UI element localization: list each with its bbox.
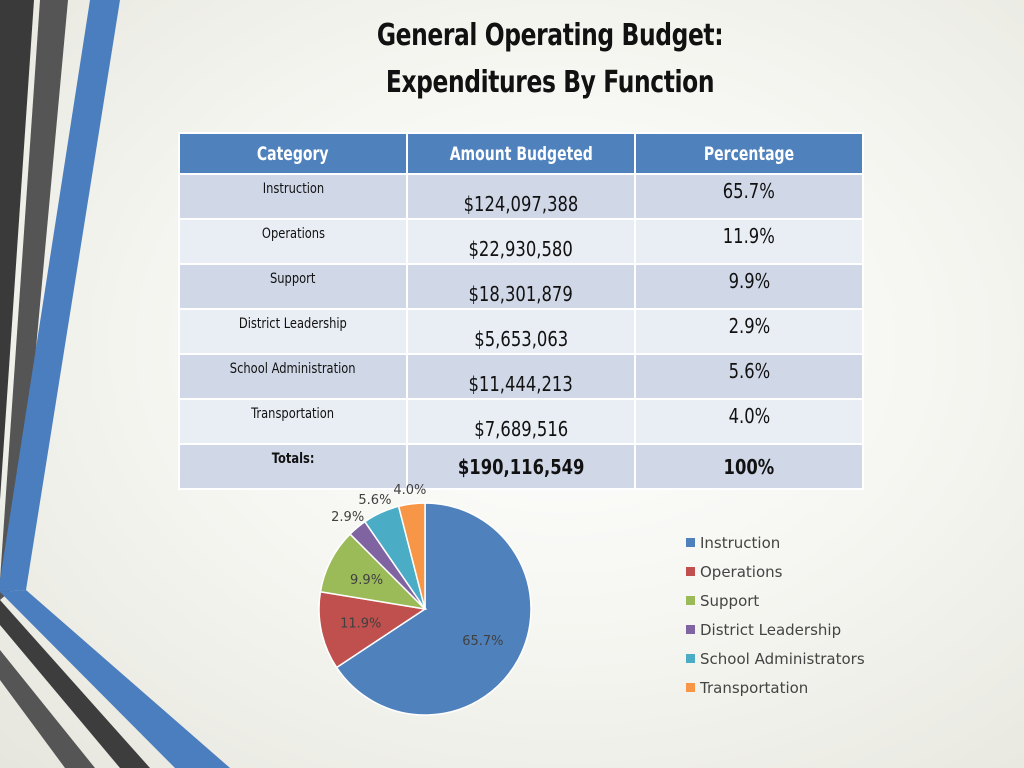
legend-item: Support (686, 586, 865, 615)
row-percentage: 5.6% (728, 359, 770, 383)
header-percentage: Percentage (634, 132, 864, 175)
chart-legend: Instruction Operations Support District … (686, 528, 865, 702)
legend-item: District Leadership (686, 615, 865, 644)
pie-data-label: 9.9% (350, 573, 383, 588)
legend-item: Operations (686, 557, 865, 586)
totals-amount: $190,116,549 (457, 454, 585, 479)
row-percentage: 11.9% (722, 224, 776, 248)
row-percentage: 2.9% (728, 314, 770, 338)
row-percentage: 9.9% (728, 269, 770, 293)
table-header-row: Category Amount Budgeted Percentage (178, 132, 864, 175)
row-category: Instruction (262, 181, 324, 197)
row-percentage: 65.7% (722, 179, 776, 203)
legend-swatch (686, 538, 695, 547)
table-row: Transportation $7,689,516 4.0% (178, 398, 864, 445)
legend-swatch (686, 625, 695, 634)
row-category: Support (270, 271, 316, 287)
pie-data-label: 11.9% (340, 617, 381, 632)
legend-swatch (686, 654, 695, 663)
pie-slice (318, 590, 428, 669)
row-amount: $5,653,063 (474, 327, 568, 351)
row-category: Operations (261, 226, 325, 242)
legend-label: Support (700, 591, 760, 610)
row-amount: $22,930,580 (468, 237, 574, 261)
legend-swatch (686, 596, 695, 605)
legend-swatch (686, 567, 695, 576)
legend-item: Instruction (686, 528, 865, 557)
pie-data-label: 65.7% (462, 634, 503, 649)
table-row: Instruction $124,097,388 65.7% (178, 173, 864, 220)
totals-percentage: 100% (723, 454, 775, 479)
budget-table: Category Amount Budgeted Percentage Inst… (178, 132, 864, 490)
table-row: School Administration $11,444,213 5.6% (178, 353, 864, 400)
table-row: Support $18,301,879 9.9% (178, 263, 864, 310)
row-amount: $11,444,213 (468, 372, 574, 396)
page-title-line2: Expenditures By Function (385, 65, 715, 100)
header-amount: Amount Budgeted (406, 132, 636, 175)
table-row: District Leadership $5,653,063 2.9% (178, 308, 864, 355)
row-amount: $18,301,879 (468, 282, 574, 306)
page-title-line1: General Operating Budget: (376, 18, 724, 53)
legend-item: School Administrators (686, 644, 865, 673)
legend-swatch (686, 683, 695, 692)
totals-row: Totals: $190,116,549 100% (178, 443, 864, 490)
legend-label: School Administrators (700, 649, 865, 668)
legend-label: District Leadership (700, 620, 842, 639)
row-category: District Leadership (239, 316, 347, 332)
pie-slice (335, 502, 532, 716)
legend-item: Transportation (686, 673, 865, 702)
legend-label: Instruction (700, 533, 781, 552)
row-percentage: 4.0% (728, 404, 770, 428)
pie-data-label: 2.9% (331, 510, 364, 525)
legend-label: Operations (700, 562, 783, 581)
header-category: Category (178, 132, 408, 175)
row-amount: $124,097,388 (463, 192, 579, 216)
row-category: Transportation (251, 406, 335, 422)
pie-data-label: 5.6% (358, 493, 391, 508)
pie-data-label: 4.0% (393, 483, 426, 498)
totals-label: Totals: (271, 451, 315, 467)
row-category: School Administration (230, 361, 356, 377)
pie-slice (397, 502, 426, 610)
row-amount: $7,689,516 (474, 417, 568, 441)
legend-label: Transportation (700, 678, 809, 697)
table-row: Operations $22,930,580 11.9% (178, 218, 864, 265)
